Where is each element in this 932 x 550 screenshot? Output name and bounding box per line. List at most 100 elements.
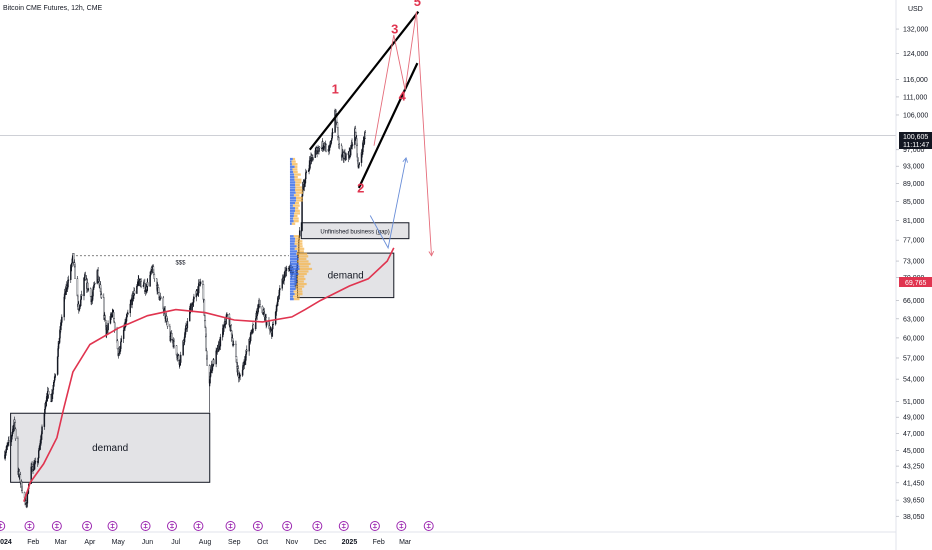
x-tick-label: Jul — [171, 539, 180, 546]
calendar-icon — [51, 521, 62, 531]
volume-profile-bar — [291, 163, 298, 166]
volume-profile-bar — [289, 290, 294, 293]
calendar-icon — [282, 521, 293, 531]
candle-body — [72, 253, 75, 263]
calendar-icon-glyph — [196, 523, 201, 529]
candle-body — [285, 267, 288, 271]
candle-body — [331, 132, 334, 134]
candle-body — [34, 461, 37, 463]
candle-body — [153, 273, 156, 279]
volume-profile-bar — [294, 247, 305, 250]
y-tick-label: 43,250 — [903, 464, 925, 471]
y-tick-label: 47,000 — [903, 431, 925, 438]
volume-profile-bar — [289, 293, 295, 296]
candle-body — [67, 279, 70, 281]
calendar-icon-glyph — [110, 523, 115, 529]
wave-label-2: 2 — [357, 180, 364, 195]
projection-blue-path — [369, 157, 407, 250]
volume-profile-bar — [289, 235, 294, 238]
zone-1 — [297, 252, 395, 299]
projection-red-path — [373, 11, 432, 256]
y-tick-label: 38,050 — [903, 514, 925, 521]
volume-profile-bar — [293, 214, 298, 218]
calendar-icon — [338, 521, 349, 531]
candle-body — [132, 295, 135, 300]
zone-label-2: Unfinished business (gap) — [320, 230, 389, 236]
calendar-icon — [423, 521, 434, 531]
volume-profile-bar — [299, 265, 309, 268]
drawings-layer — [308, 10, 435, 257]
x-tick-label: 2024 — [0, 539, 12, 546]
x-tick-label: Mar — [399, 539, 412, 546]
volume-profile-bar — [289, 214, 294, 218]
candle-body — [364, 132, 367, 139]
volume-profile-bar — [297, 280, 304, 283]
calendar-icon — [107, 521, 118, 531]
volume-profile-bar — [291, 160, 296, 163]
volume-profile-bar — [289, 285, 296, 288]
x-tick-label: Apr — [84, 539, 96, 546]
volume-profile-bar — [289, 178, 295, 181]
y-tick-label: 54,000 — [903, 377, 925, 384]
ma-value: 69,765 — [905, 280, 927, 287]
candle-body — [232, 343, 235, 346]
upper-trendline — [308, 10, 420, 151]
y-tick-label: 77,000 — [903, 238, 925, 245]
volume-profile-bar — [293, 194, 300, 197]
candle-body — [298, 230, 301, 237]
volume-profile-bar — [289, 209, 295, 212]
candle-body — [312, 157, 314, 161]
volume-profile-bar — [289, 252, 297, 255]
calendar-icon — [396, 521, 407, 531]
candle-body — [336, 122, 339, 128]
x-tick-label: Feb — [373, 539, 385, 546]
candle-body — [56, 356, 59, 375]
candle-body — [147, 282, 149, 287]
candle-body — [199, 281, 202, 285]
currency-label[interactable]: USD — [908, 6, 923, 13]
volume-profile-bar — [289, 191, 296, 194]
calendar-icon — [0, 521, 6, 531]
volume-profile-bar — [293, 290, 303, 293]
calendar-icon-glyph — [169, 523, 174, 529]
calendar-icon-glyph — [372, 523, 377, 529]
candle-body — [47, 390, 50, 395]
calendar-icon-glyph — [399, 523, 404, 529]
candle-body — [345, 153, 347, 161]
candle-body — [133, 290, 136, 294]
candle-body — [61, 316, 63, 323]
candle-body — [337, 127, 339, 137]
volume-profile-bar — [289, 160, 292, 163]
zone-2 — [300, 222, 410, 240]
candle-body — [74, 266, 76, 279]
volume-profile-bar — [289, 257, 299, 260]
volume-profile-bar — [295, 287, 303, 291]
calendar-icon-ring — [0, 521, 6, 531]
candle-body — [52, 384, 55, 391]
x-tick-label: May — [112, 539, 126, 546]
volume-profile-bar — [289, 217, 294, 220]
volume-profile-bar — [294, 240, 303, 243]
calendar-icon-glyph — [0, 523, 3, 529]
candle-body — [318, 146, 321, 149]
volume-profile-bar — [289, 265, 300, 268]
price-axis[interactable]: 132,000 124,000 116,000 111,000 106,000 97,00… — [896, 27, 928, 521]
volume-profile-bar — [289, 157, 293, 161]
candle-body — [314, 150, 316, 158]
time-axis[interactable]: 2024 Feb Mar Apr May Jun Jul Aug Sep Oct Nov Dec 202… — [0, 539, 412, 546]
volume-profile-bar — [294, 242, 303, 245]
x-tick-label: Jun — [142, 539, 153, 546]
volume-profile-bar — [295, 186, 303, 189]
volume-profile-bar — [289, 277, 297, 281]
y-tick-label: 93,000 — [903, 164, 925, 171]
zone-label-1: demand — [328, 270, 364, 281]
volume-profile-bar — [297, 270, 309, 273]
candle-body — [259, 304, 261, 307]
candle-body — [252, 324, 255, 330]
calendar-icon — [193, 521, 204, 531]
y-tick-label: 89,000 — [903, 181, 925, 188]
volume-profile-bar — [292, 204, 300, 207]
candle-body — [94, 282, 96, 285]
volume-profile-bar — [289, 237, 296, 240]
